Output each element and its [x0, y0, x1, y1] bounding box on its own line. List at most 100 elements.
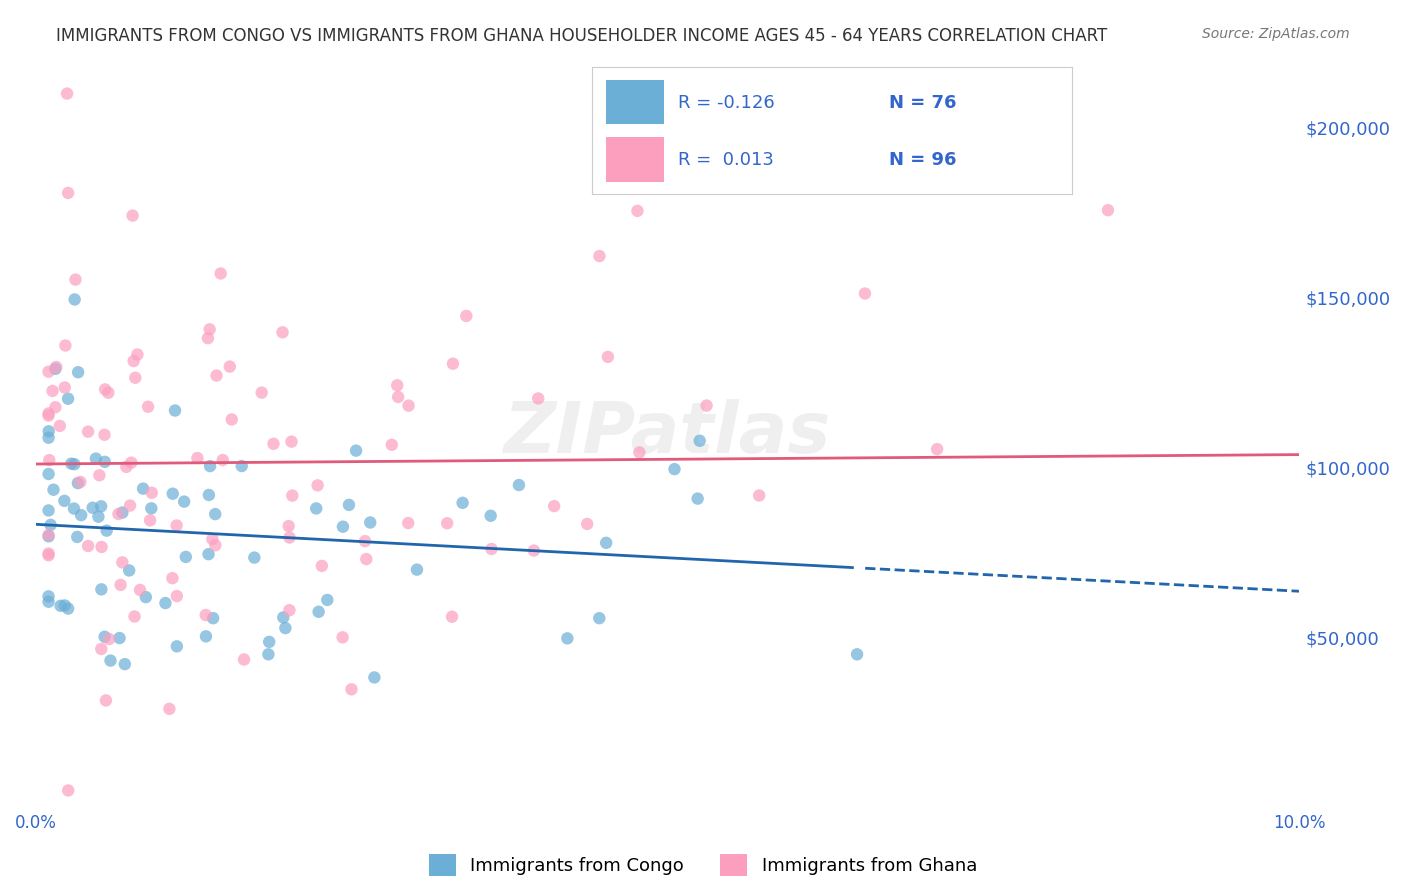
Point: [94, 455, 117, 469]
Point: [82, 500, 104, 515]
Point: [94, 693, 117, 707]
Point: [381, 438, 404, 452]
Point: [311, 558, 333, 573]
Point: [38, 409, 60, 423]
Point: [55, 338, 77, 352]
Point: [38, 529, 60, 543]
Point: [194, 607, 217, 622]
Point: [596, 350, 619, 364]
Point: [557, 632, 579, 646]
Point: [42, 483, 65, 497]
Point: [451, 496, 474, 510]
Point: [39, 517, 62, 532]
Point: [748, 488, 770, 502]
Point: [481, 541, 503, 556]
Point: [595, 536, 617, 550]
Point: [209, 267, 232, 281]
Point: [129, 582, 152, 597]
Point: [198, 459, 221, 474]
Point: [111, 506, 134, 520]
Point: [508, 478, 530, 492]
Point: [38, 365, 60, 379]
Point: [186, 451, 208, 466]
Point: [280, 434, 302, 449]
Point: [63, 457, 86, 471]
Point: [197, 331, 219, 345]
Point: [406, 563, 429, 577]
Point: [664, 462, 686, 476]
Point: [49, 599, 72, 613]
Point: [56, 783, 79, 797]
Point: [53, 599, 76, 613]
Point: [221, 412, 243, 426]
Point: [84, 451, 107, 466]
Point: [198, 322, 221, 336]
Text: IMMIGRANTS FROM CONGO VS IMMIGRANTS FROM GHANA HOUSEHOLDER INCOME AGES 45 - 64 Y: IMMIGRANTS FROM CONGO VS IMMIGRANTS FROM…: [56, 27, 1108, 45]
Point: [174, 549, 197, 564]
Point: [271, 610, 294, 624]
Point: [111, 555, 134, 569]
Point: [38, 453, 60, 467]
Point: [38, 467, 60, 481]
Point: [204, 538, 226, 552]
Point: [38, 547, 60, 561]
Point: [97, 385, 120, 400]
Point: [332, 519, 354, 533]
Point: [398, 399, 420, 413]
Point: [45, 359, 67, 374]
Point: [211, 453, 233, 467]
Point: [157, 702, 180, 716]
Point: [56, 87, 79, 101]
Point: [53, 494, 76, 508]
Point: [38, 528, 60, 542]
Point: [60, 457, 83, 471]
Point: [38, 503, 60, 517]
Point: [67, 365, 90, 379]
Point: [77, 425, 100, 439]
Point: [204, 507, 226, 521]
Point: [628, 445, 651, 459]
Point: [281, 489, 304, 503]
Point: [93, 630, 115, 644]
Point: [197, 547, 219, 561]
Point: [118, 499, 141, 513]
Point: [90, 642, 112, 657]
Point: [163, 403, 186, 417]
Point: [201, 532, 224, 546]
Point: [588, 249, 610, 263]
Point: [70, 508, 93, 523]
Point: [66, 530, 89, 544]
Point: [94, 383, 117, 397]
Point: [98, 632, 121, 646]
Point: [271, 326, 294, 340]
Point: [162, 486, 184, 500]
Point: [93, 427, 115, 442]
Point: [90, 540, 112, 554]
Point: [387, 378, 409, 392]
Point: [846, 648, 869, 662]
Point: [173, 494, 195, 508]
Point: [121, 209, 143, 223]
Point: [107, 507, 129, 521]
Point: [65, 272, 87, 286]
Point: [56, 392, 79, 406]
Point: [263, 437, 285, 451]
Point: [66, 476, 89, 491]
Point: [205, 368, 228, 383]
Point: [77, 539, 100, 553]
Point: [38, 431, 60, 445]
Point: [356, 552, 378, 566]
Point: [122, 354, 145, 368]
Point: [44, 361, 66, 376]
Point: [139, 513, 162, 527]
Point: [38, 590, 60, 604]
Point: [38, 549, 60, 563]
Point: [479, 508, 502, 523]
Point: [44, 401, 66, 415]
Point: [115, 459, 138, 474]
Point: [588, 611, 610, 625]
Point: [927, 442, 949, 457]
Point: [53, 380, 76, 394]
Point: [63, 293, 86, 307]
Point: [278, 603, 301, 617]
